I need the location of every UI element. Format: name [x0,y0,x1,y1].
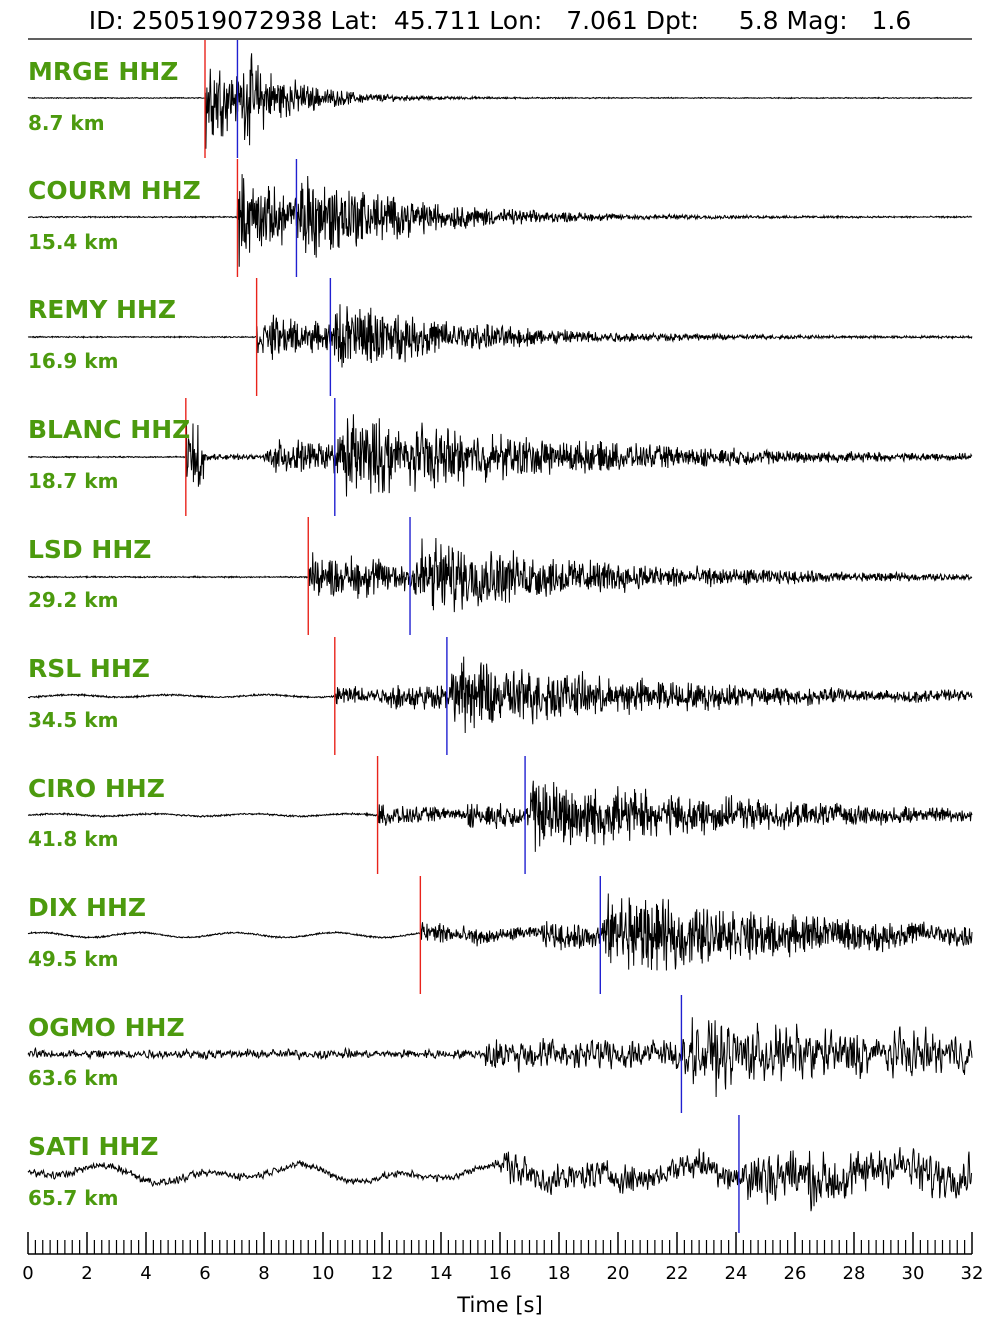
station-distance-label: 15.4 km [28,230,118,254]
waveform-line [27,537,973,613]
waveform-line [27,1147,973,1212]
x-tick-label: 22 [666,1263,689,1284]
x-axis-label: Time [s] [456,1293,542,1317]
station-trace-group: SATI HHZ 65.7 km [27,1115,973,1233]
waveform-line [27,304,973,368]
station-trace-group: RSL HHZ 34.5 km [27,637,973,755]
station-trace-group: CIRO HHZ 41.8 km [27,756,973,874]
x-tick-label: 30 [902,1263,925,1284]
station-name-label: COURM HHZ [28,176,201,205]
x-tick-label: 26 [784,1263,807,1284]
chart-title: ID: 250519072938 Lat: 45.711 Lon: 7.061 … [88,6,912,35]
station-name-label: MRGE HHZ [28,57,178,86]
station-name-label: RSL HHZ [28,654,150,683]
station-name-label: OGMO HHZ [28,1013,185,1042]
station-distance-label: 18.7 km [28,469,118,493]
x-tick-label: 24 [725,1263,748,1284]
waveform-line [27,780,973,852]
station-name-label: CIRO HHZ [28,774,165,803]
station-name-label: DIX HHZ [28,893,146,922]
waveform-line [27,1017,973,1098]
x-tick-label: 14 [430,1263,453,1284]
station-distance-label: 49.5 km [28,947,118,971]
x-tick-label: 10 [312,1263,335,1284]
x-tick-label: 18 [548,1263,571,1284]
x-tick-label: 20 [607,1263,630,1284]
waveform-line [27,656,973,734]
station-distance-label: 29.2 km [28,588,118,612]
x-tick-label: 0 [22,1263,33,1284]
station-name-label: SATI HHZ [28,1132,158,1161]
waveform-line [27,53,973,149]
station-trace-group: DIX HHZ 49.5 km [27,876,973,994]
x-tick-label: 2 [81,1263,92,1284]
station-distance-label: 41.8 km [28,827,118,851]
station-distance-label: 34.5 km [28,708,118,732]
x-tick-label: 4 [140,1263,151,1284]
station-trace-group: BLANC HHZ 18.7 km [27,398,973,516]
station-trace-group: OGMO HHZ 63.6 km [27,995,973,1113]
station-name-label: REMY HHZ [28,295,176,324]
station-distance-label: 65.7 km [28,1186,118,1210]
x-tick-label: 28 [843,1263,866,1284]
x-tick-label: 8 [258,1263,269,1284]
waveform-line [28,174,973,267]
traces-group: MRGE HHZ 8.7 km COURM HHZ 15.4 km REMY HHZ 16… [27,40,973,1233]
x-tick-label: 16 [489,1263,512,1284]
station-distance-label: 8.7 km [28,111,105,135]
waveform-line [27,893,973,971]
x-tick-label: 12 [371,1263,394,1284]
x-tick-label: 32 [961,1263,984,1284]
station-name-label: BLANC HHZ [28,415,190,444]
station-trace-group: COURM HHZ 15.4 km [28,159,973,277]
station-trace-group: REMY HHZ 16.9 km [27,278,973,396]
station-trace-group: MRGE HHZ 8.7 km [27,40,973,158]
station-name-label: LSD HHZ [28,535,151,564]
station-trace-group: LSD HHZ 29.2 km [27,517,973,635]
x-tick-label: 6 [199,1263,210,1284]
station-distance-label: 16.9 km [28,349,118,373]
station-distance-label: 63.6 km [28,1066,118,1090]
